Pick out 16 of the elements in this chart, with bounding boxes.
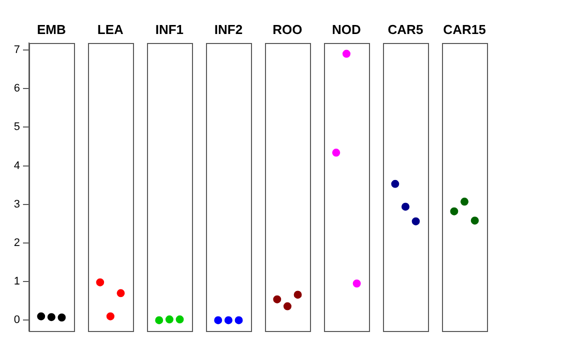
y-tick-label: 0 [14, 314, 20, 326]
y-tick-label: 6 [14, 82, 20, 95]
y-tick-label: 7 [14, 44, 20, 56]
y-tick-label: 3 [14, 198, 20, 210]
x-tick-label: ROO [272, 22, 302, 38]
y-tick-label: 2 [14, 237, 20, 250]
x-tick-label: INF2 [214, 22, 243, 38]
y-tick-label: 5 [14, 121, 20, 134]
x-tick-label: LEA [97, 22, 124, 38]
x-tick-label: CAR15 [443, 22, 486, 38]
x-tick-label: INF1 [155, 22, 184, 38]
x-tick-label: CAR5 [388, 22, 424, 38]
y-tick-label: 4 [14, 160, 20, 172]
y-tick-label: 1 [14, 276, 20, 288]
x-tick-label: NOD [332, 22, 361, 38]
x-tick-label: EMB [36, 22, 66, 38]
